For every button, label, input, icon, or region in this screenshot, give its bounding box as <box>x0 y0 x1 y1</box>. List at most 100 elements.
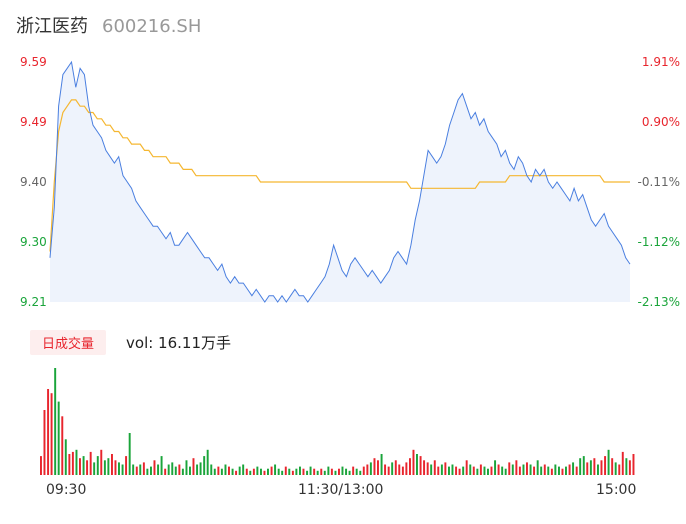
right-axis-tick-4: -1.12% <box>637 235 680 249</box>
volume-bar <box>313 468 316 475</box>
volume-bar <box>142 462 145 475</box>
volume-bar <box>391 462 394 475</box>
volume-bar <box>274 464 277 475</box>
volume-bar <box>547 466 550 475</box>
volume-bar <box>121 464 124 475</box>
stock-header: 浙江医药 600216.SH <box>16 12 201 40</box>
volume-bar <box>192 458 195 475</box>
volume-bar <box>526 462 528 475</box>
volume-bar <box>494 460 497 475</box>
volume-bar <box>153 460 156 475</box>
right-axis-tick-3: -0.11% <box>637 175 680 189</box>
volume-bar <box>213 468 216 475</box>
volume-bar <box>334 470 337 475</box>
volume-bar <box>345 468 348 475</box>
volume-bar <box>579 458 582 475</box>
volume-bar <box>433 460 436 475</box>
volume-bar <box>589 460 592 475</box>
volume-bar <box>171 462 174 475</box>
volume-bar <box>61 416 64 475</box>
volume-bar <box>40 456 42 475</box>
volume-bar <box>472 466 475 475</box>
volume-bar <box>114 460 117 475</box>
volume-bar <box>504 468 507 475</box>
volume-bar <box>618 464 621 475</box>
volume-bar <box>401 466 404 475</box>
volume-bar <box>96 456 99 475</box>
volume-bar <box>238 466 241 475</box>
volume-bar <box>157 464 160 475</box>
volume-bar <box>369 462 372 475</box>
volume-bar <box>267 468 269 475</box>
volume-bar <box>82 456 85 475</box>
volume-bar <box>522 464 525 475</box>
volume-bar <box>57 401 60 475</box>
volume-bar <box>323 470 326 475</box>
volume-bar <box>515 460 518 475</box>
left-axis-tick-4: 9.30 <box>20 235 47 249</box>
price-area-fill <box>50 62 630 302</box>
volume-bar <box>79 458 81 475</box>
volume-bar <box>490 466 493 475</box>
volume-bar <box>220 468 223 475</box>
volume-value: vol: 16.11万手 <box>126 334 232 352</box>
volume-bar <box>291 470 294 475</box>
volume-bar <box>398 464 401 475</box>
volume-bar <box>288 468 291 475</box>
volume-bar <box>448 466 450 475</box>
time-label-close: 15:00 <box>596 482 637 498</box>
volume-bar <box>465 460 468 475</box>
volume-bar <box>409 458 411 475</box>
volume-bar <box>47 389 50 475</box>
volume-bar <box>384 464 387 475</box>
volume-bar <box>529 464 532 475</box>
volume-bar <box>348 470 351 475</box>
volume-bar <box>394 460 397 475</box>
volume-bar <box>575 466 578 475</box>
volume-bar <box>593 458 596 475</box>
volume-bar <box>71 451 74 475</box>
volume-bar <box>330 468 333 475</box>
volume-bar <box>483 466 486 475</box>
volume-bar <box>550 468 553 475</box>
time-label-break: 11:30/13:00 <box>298 482 384 498</box>
volume-bar <box>306 470 309 475</box>
volume-bar <box>249 470 252 475</box>
volume-bar <box>501 466 504 475</box>
volume-bar <box>256 466 259 475</box>
volume-bar <box>423 460 426 475</box>
volume-bar <box>341 466 344 475</box>
volume-bar <box>597 464 599 475</box>
price-line <box>49 60 631 303</box>
volume-bar <box>416 454 418 475</box>
left-axis-tick-1: 9.59 <box>20 55 47 69</box>
volume-bar <box>366 464 369 475</box>
right-axis-tick-2: 0.90% <box>641 115 680 129</box>
volume-bar <box>93 462 96 475</box>
daily-volume-tab[interactable]: 日成交量 <box>30 330 107 355</box>
volume-bar <box>86 460 89 475</box>
volume-bar <box>355 468 358 475</box>
volume-bar <box>203 456 206 475</box>
volume-bar <box>299 466 301 475</box>
volume-bar <box>295 468 298 475</box>
volume-bar <box>412 449 415 475</box>
volume-bar <box>497 464 500 475</box>
volume-bar <box>451 464 454 475</box>
volume-bar <box>455 466 458 475</box>
volume-bar <box>476 468 479 475</box>
volume-bar <box>586 462 589 475</box>
volume-bar <box>518 466 521 475</box>
volume-bar <box>217 466 220 475</box>
volume-bar <box>75 449 78 475</box>
volume-bar <box>430 464 433 475</box>
volume-bar <box>572 462 575 475</box>
volume-bar <box>614 462 617 475</box>
volume-bar <box>405 462 408 475</box>
volume-bar <box>554 464 557 475</box>
volume-bar <box>135 466 138 475</box>
volume-bar <box>558 466 560 475</box>
volume-bar <box>625 458 628 475</box>
volume-header: 日成交量 vol: 16.11万手 <box>30 330 231 355</box>
